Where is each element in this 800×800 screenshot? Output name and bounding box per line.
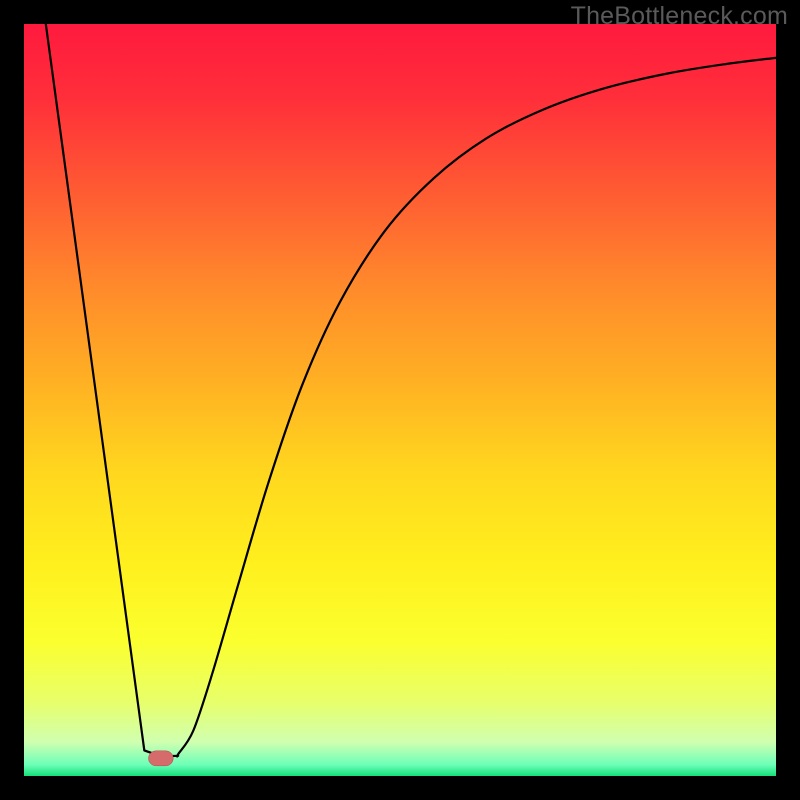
bottleneck-marker — [148, 751, 173, 766]
plot-area — [24, 24, 776, 776]
bottleneck-chart-svg — [24, 24, 776, 776]
watermark-text: TheBottleneck.com — [571, 2, 788, 31]
gradient-background — [24, 24, 776, 776]
chart-stage: TheBottleneck.com — [0, 0, 800, 800]
